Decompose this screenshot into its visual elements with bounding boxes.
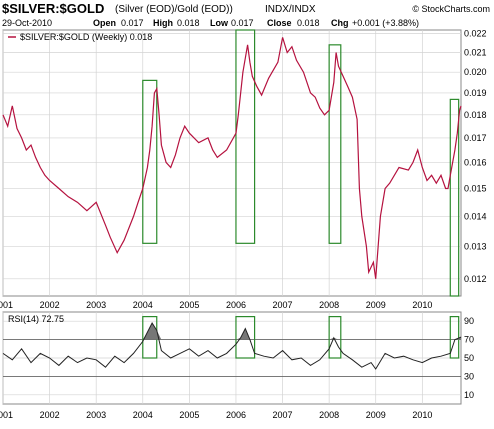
rsi-y-tick-label: 50 <box>464 353 474 363</box>
rsi-x-tick-label: 2003 <box>86 410 106 420</box>
rsi-y-axis: 90 70 50 30 10 <box>464 316 474 400</box>
price-y-tick-label: 0.016 <box>464 157 487 167</box>
open-label: Open <box>93 18 116 28</box>
price-x-tick-label: 2007 <box>273 300 293 310</box>
price-y-tick-label: 0.018 <box>464 110 487 120</box>
rsi-x-tick-label: 2007 <box>273 410 293 420</box>
price-x-tick-label: 2004 <box>133 300 153 310</box>
price-y-tick-label: 0.020 <box>464 67 487 77</box>
close-value: 0.018 <box>297 18 320 28</box>
highlight-box <box>328 44 342 244</box>
rsi-series-line <box>2 321 462 370</box>
high-value: 0.018 <box>177 18 200 28</box>
rsi-y-tick-label: 30 <box>464 371 474 381</box>
symbol-description: (Silver (EOD)/Gold (EOD)) <box>115 4 233 15</box>
low-label: Low <box>210 18 229 28</box>
rsi-x-tick-label: 2006 <box>226 410 246 420</box>
price-y-tick-label: 0.013 <box>464 241 487 251</box>
rsi-x-tick-label: 2004 <box>133 410 153 420</box>
low-value: 0.017 <box>231 18 254 28</box>
price-x-tick-label: 2005 <box>179 300 199 310</box>
rsi-x-tick-label: 2008 <box>319 410 339 420</box>
watermark: © StockCharts.com <box>412 4 490 14</box>
price-x-tick-label: 2009 <box>366 300 386 310</box>
high-label: High <box>153 18 173 28</box>
change-label: Chg <box>331 18 349 28</box>
rsi-legend-text: RSI(14) 72.75 <box>8 314 64 324</box>
open-value: 0.017 <box>121 18 144 28</box>
price-x-tick-label: 2006 <box>226 300 246 310</box>
rsi-x-tick-label: 2005 <box>179 410 199 420</box>
price-panel-frame <box>2 29 462 297</box>
highlight-box <box>142 79 158 244</box>
price-panel: 0.022 0.021 0.020 0.019 0.018 0.017 0.016 0.015… <box>0 29 487 310</box>
rsi-y-tick-label: 70 <box>464 335 474 345</box>
highlight-box <box>235 29 256 244</box>
close-label: Close <box>267 18 292 28</box>
price-x-tick-label: 2002 <box>40 300 60 310</box>
rsi-x-tick-label: 2010 <box>412 410 432 420</box>
price-y-tick-label: 0.021 <box>464 47 487 57</box>
price-y-tick-label: 0.022 <box>464 29 487 39</box>
change-value: +0.001 (+3.88%) <box>352 18 419 28</box>
price-legend: $SILVER:$GOLD (Weekly) 0.018 <box>8 32 152 42</box>
rsi-highlight-box <box>328 316 342 359</box>
rsi-x-tick-label: 2002 <box>40 410 60 420</box>
rsi-y-tick-label: 90 <box>464 316 474 326</box>
price-series-line <box>2 37 462 279</box>
rsi-y-tick-label: 10 <box>464 390 474 400</box>
highlight-box <box>449 98 460 297</box>
quote-date: 29-Oct-2010 <box>2 18 52 28</box>
highlight-boxes <box>142 29 460 297</box>
price-y-axis: 0.022 0.021 0.020 0.019 0.018 0.017 0.016 0.015… <box>464 29 487 284</box>
price-x-tick-label: 2010 <box>412 300 432 310</box>
price-y-tick-label: 0.017 <box>464 133 487 143</box>
price-grid <box>2 30 461 296</box>
price-x-tick-label: 2008 <box>319 300 339 310</box>
price-y-tick-label: 0.015 <box>464 184 487 194</box>
price-y-tick-label: 0.019 <box>464 88 487 98</box>
price-legend-text: $SILVER:$GOLD (Weekly) 0.018 <box>20 32 152 42</box>
rsi-legend: RSI(14) 72.75 <box>8 314 64 324</box>
rsi-highlight-box <box>449 316 460 359</box>
price-y-tick-label: 0.014 <box>464 211 487 221</box>
symbol-title: $SILVER:$GOLD <box>2 1 104 16</box>
exchange-label: INDX/INDX <box>265 4 316 15</box>
rsi-x-tick-label: 2009 <box>366 410 386 420</box>
price-y-tick-label: 0.012 <box>464 274 487 284</box>
price-x-tick-label: 2003 <box>86 300 106 310</box>
rsi-highlight-box <box>235 316 256 359</box>
